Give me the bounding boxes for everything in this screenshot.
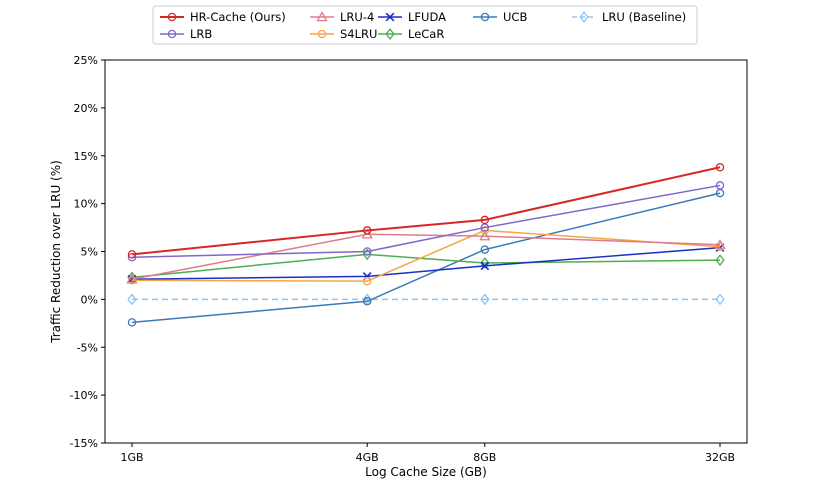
x-tick-label: 1GB — [120, 451, 143, 464]
y-axis: -15% -10% -5% 0% 5% 10% 15% 20% 25% — [70, 54, 105, 450]
data-point — [362, 293, 372, 306]
x-axis-label: Log Cache Size (GB) — [365, 465, 487, 479]
data-point — [480, 215, 490, 225]
data-point — [362, 297, 372, 306]
legend-item: LRU-4 — [310, 10, 374, 24]
y-tick-label: -15% — [70, 437, 98, 450]
legend-label: HR-Cache (Ours) — [190, 10, 286, 24]
data-point — [362, 247, 372, 256]
data-point — [715, 181, 725, 190]
legend-marker — [167, 29, 177, 39]
data-point — [714, 238, 726, 250]
legend-label: LRU-4 — [340, 10, 374, 24]
data-point — [479, 230, 491, 241]
legend-marker — [385, 28, 395, 40]
legend-label: UCB — [503, 10, 527, 24]
y-tick-label: 25% — [74, 54, 98, 67]
series-ucb — [127, 188, 725, 327]
legend-item: UCB — [473, 10, 527, 24]
legend-label: S4LRU — [340, 27, 377, 41]
series-hr-cache-ours — [127, 162, 725, 259]
data-point — [362, 276, 372, 286]
data-point — [127, 318, 137, 327]
legend-item: LFUDA — [378, 10, 446, 24]
y-axis-label: Traffic Reduction over LRU (%) — [49, 160, 63, 344]
series-line — [131, 246, 721, 281]
legend-label: LRB — [190, 27, 212, 41]
y-tick-label: 10% — [74, 198, 98, 211]
series-lrb — [127, 181, 725, 262]
data-point — [362, 248, 372, 261]
x-tick-label: 32GB — [705, 451, 735, 464]
data-point — [480, 245, 490, 254]
legend-label: LFUDA — [408, 10, 446, 24]
legend: HR-Cache (Ours) LRB LRU-4 S4LRU LFUDA LeCaR UC… — [152, 5, 698, 45]
data-point — [715, 293, 725, 306]
y-tick-label: 0% — [81, 293, 98, 306]
x-tick-label: 8GB — [473, 451, 496, 464]
legend-marker — [480, 12, 490, 22]
legend-marker — [579, 11, 589, 23]
x-axis: 1GB 4GB 8GB 32GB — [120, 443, 735, 464]
legend-item: HR-Cache (Ours) — [160, 10, 286, 24]
legend-marker — [167, 12, 177, 22]
legend-item: LeCaR — [378, 27, 444, 41]
data-point — [715, 162, 725, 172]
data-point — [362, 226, 372, 235]
series-line — [131, 233, 721, 281]
y-tick-label: 15% — [74, 150, 98, 163]
legend-label: LeCaR — [408, 27, 444, 41]
data-point — [480, 261, 490, 271]
series-line — [131, 229, 721, 282]
data-point — [480, 293, 490, 306]
series-line — [131, 192, 721, 324]
legend-label: LRU (Baseline) — [602, 10, 686, 24]
legend-marker — [385, 12, 395, 22]
plot-frame — [104, 59, 748, 444]
legend-marker — [316, 11, 328, 22]
data-point — [127, 293, 137, 306]
data-point — [480, 257, 490, 269]
plot-lines — [126, 162, 726, 327]
legend-item: LRU (Baseline) — [572, 10, 686, 24]
data-point — [127, 250, 137, 259]
series-lru-baseline — [127, 293, 725, 306]
y-tick-label: 5% — [81, 246, 98, 259]
data-point — [126, 273, 138, 284]
x-tick-label: 4GB — [356, 451, 379, 464]
data-point — [715, 254, 725, 266]
legend-item: S4LRU — [310, 27, 377, 41]
series-line — [131, 184, 721, 258]
series-line — [131, 253, 721, 279]
series-line — [131, 166, 721, 256]
y-tick-label: -5% — [77, 341, 98, 354]
y-tick-label: -10% — [70, 389, 98, 402]
y-tick-label: 20% — [74, 102, 98, 115]
legend-box — [152, 5, 698, 45]
legend-item: LRB — [160, 27, 212, 41]
legend-marker — [317, 29, 327, 39]
